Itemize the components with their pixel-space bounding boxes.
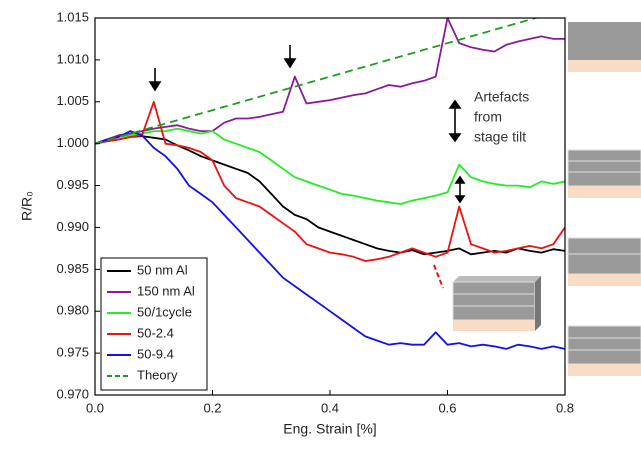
series-line xyxy=(95,18,539,145)
x-axis-label: Eng. Strain [%] xyxy=(283,421,376,437)
icon-top xyxy=(453,276,541,282)
annotation: stage tilt xyxy=(474,129,526,145)
legend-box xyxy=(100,257,208,391)
series-line xyxy=(95,127,565,205)
inset-icon xyxy=(433,264,541,331)
layer-icons xyxy=(567,22,641,376)
icon-side xyxy=(535,276,541,331)
y-tick-label: 0.990 xyxy=(56,219,89,234)
icon-layer xyxy=(567,253,641,275)
annotation: from xyxy=(474,109,502,125)
series-line xyxy=(95,135,565,256)
icon-layer xyxy=(452,305,536,321)
icon-substrate xyxy=(568,274,641,286)
y-tick-label: 0.995 xyxy=(56,177,89,192)
y-tick-label: 1.015 xyxy=(56,9,89,24)
legend-label: 50 nm Al xyxy=(137,262,188,277)
x-tick-label: 0.0 xyxy=(86,400,104,415)
arrow-head xyxy=(283,58,297,69)
annotation: Artefacts xyxy=(474,89,529,105)
legend-label: 50-2.4 xyxy=(137,325,174,340)
arrow-head xyxy=(454,195,466,204)
legend-label: 50/1cycle xyxy=(137,304,192,319)
y-tick-label: 0.970 xyxy=(56,386,89,401)
icon-layer xyxy=(568,22,641,60)
icon-layer xyxy=(567,237,641,255)
y-tick-label: 1.000 xyxy=(56,135,89,150)
x-tick-label: 0.2 xyxy=(203,400,221,415)
y-axis-label: R/R₀ xyxy=(19,191,35,221)
icon-layer xyxy=(567,325,641,339)
series-line xyxy=(95,130,565,350)
x-tick-label: 0.6 xyxy=(438,400,456,415)
x-tick-label: 0.4 xyxy=(321,400,339,415)
icon-layer xyxy=(567,349,641,365)
series-line xyxy=(95,100,565,262)
icon-layer xyxy=(567,337,641,351)
arrow-head xyxy=(448,99,462,109)
arrow-head xyxy=(448,133,462,143)
series-line xyxy=(95,18,565,145)
arrows xyxy=(148,45,466,204)
icon-layer xyxy=(567,171,641,187)
icon-layer xyxy=(567,149,641,162)
y-tick-label: 0.975 xyxy=(56,345,89,360)
x-tick-label: 0.8 xyxy=(556,400,574,415)
plot-area xyxy=(95,18,565,350)
legend-label: 50-9.4 xyxy=(137,346,174,361)
icon-substrate xyxy=(568,364,641,376)
pointer-line xyxy=(433,264,444,289)
arrow-head xyxy=(454,175,466,184)
y-tick-label: 0.980 xyxy=(56,303,89,318)
icon-layer xyxy=(452,293,536,307)
legend-label: Theory xyxy=(137,367,178,382)
icon-substrate xyxy=(453,320,535,331)
icon-layer xyxy=(452,281,536,295)
y-tick-label: 0.985 xyxy=(56,261,89,276)
icon-substrate xyxy=(568,60,641,72)
icon-substrate xyxy=(568,186,641,198)
legend-label: 150 nm Al xyxy=(137,283,195,298)
y-tick-label: 1.010 xyxy=(56,51,89,66)
y-tick-label: 1.005 xyxy=(56,93,89,108)
arrow-head xyxy=(148,81,162,92)
icon-layer xyxy=(567,160,641,173)
